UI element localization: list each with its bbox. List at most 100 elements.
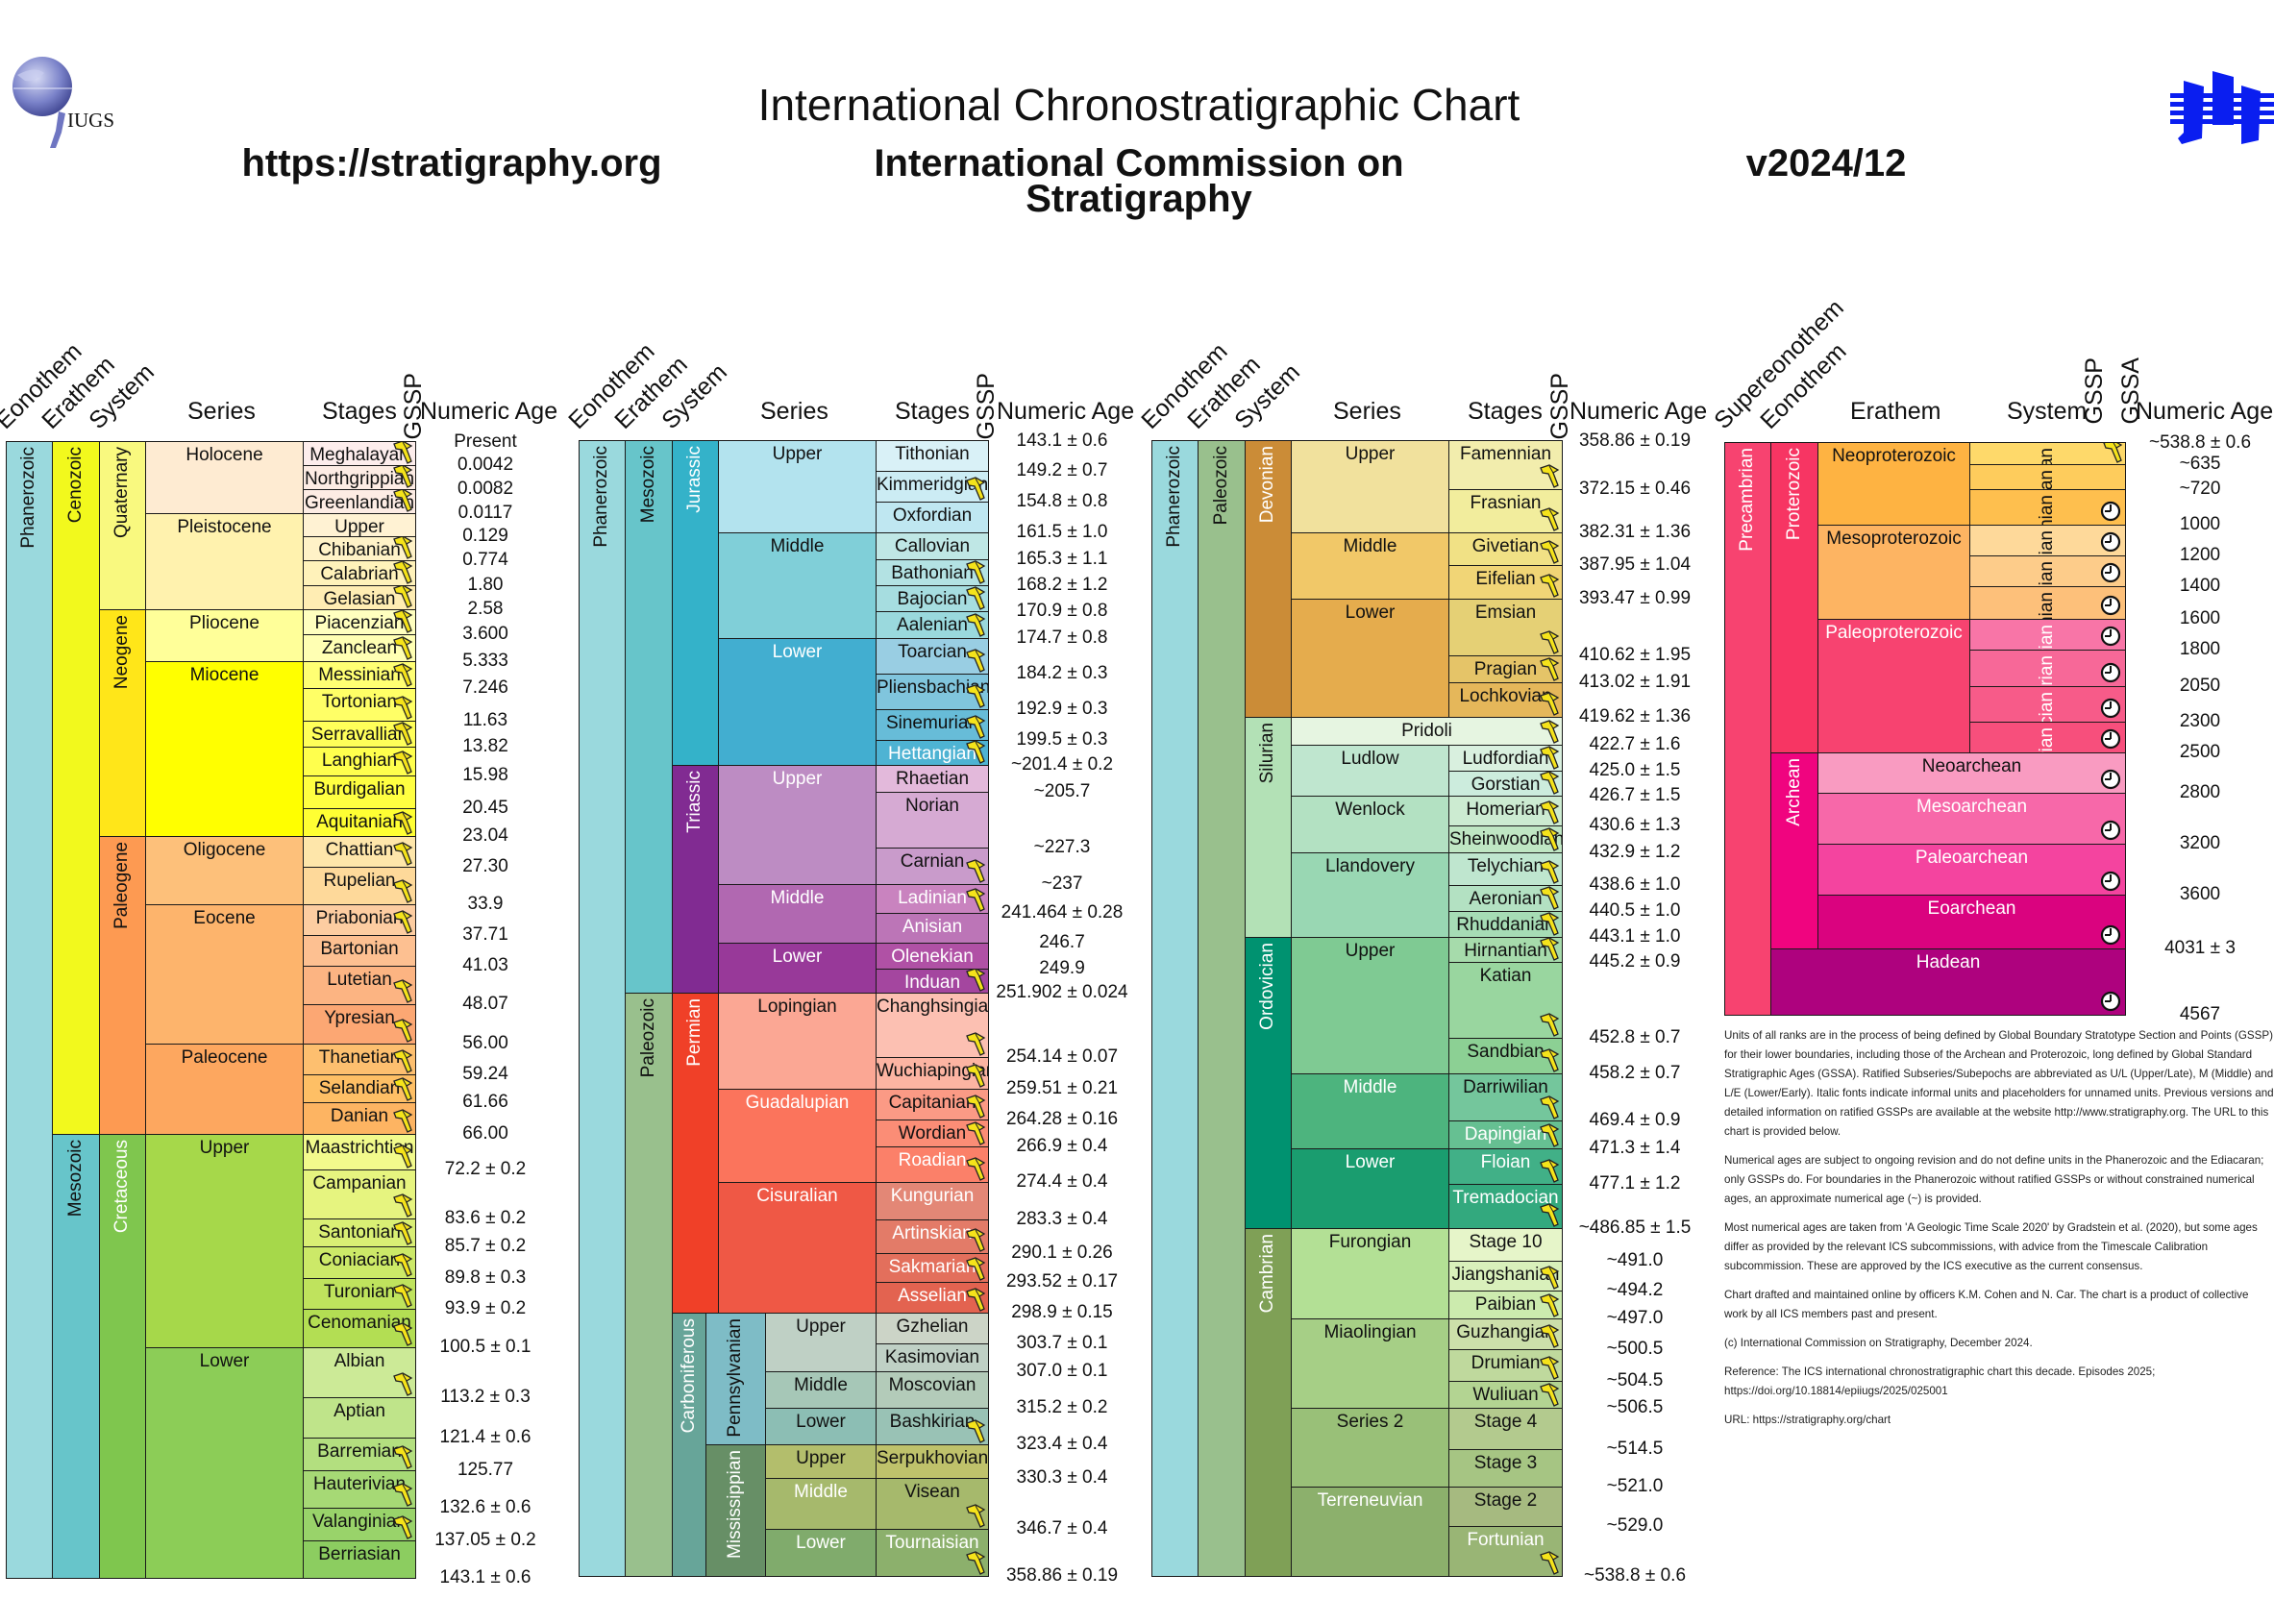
note-paragraph[interactable]: URL: https://stratigraphy.org/chart (1724, 1414, 1891, 1426)
stage-cell[interactable]: Olenekian (876, 943, 989, 970)
eon-cell[interactable]: Phanerozoic (1151, 440, 1199, 1577)
stage-cell[interactable]: Aquitanian (303, 808, 416, 837)
eon-cell[interactable]: Archean (1770, 752, 1818, 949)
stage-cell[interactable]: Tremadocian (1448, 1184, 1563, 1229)
stage-cell[interactable]: Albian (303, 1347, 416, 1398)
stage-cell[interactable]: Famennian (1448, 440, 1563, 490)
erathem-cell[interactable]: Mesoproterozoic (1817, 525, 1970, 620)
stage-cell[interactable]: Hauterivian (303, 1470, 416, 1509)
series-cell[interactable]: Upper (718, 765, 877, 885)
stage-cell[interactable]: Tournaisian (876, 1529, 989, 1577)
series-cell[interactable]: Pliocene (145, 609, 304, 662)
stage-cell[interactable]: Coniacian (303, 1246, 416, 1279)
stage-cell[interactable]: Bartonian (303, 935, 416, 967)
stage-cell[interactable]: Ladinian (876, 884, 989, 914)
stage-cell[interactable]: Sheinwoodian (1448, 825, 1563, 853)
series-cell[interactable]: Middle (718, 532, 877, 639)
stage-cell[interactable]: Serravallian (303, 721, 416, 748)
stage-cell[interactable]: Asselian (876, 1282, 989, 1314)
stage-cell[interactable]: Carnian (876, 848, 989, 885)
erathem-cell[interactable]: Paleoproterozoic (1817, 619, 1970, 753)
stage-cell[interactable]: Induan (876, 969, 989, 994)
stage-cell[interactable]: Darriwilian (1448, 1073, 1563, 1121)
series-cell[interactable]: Furongian (1291, 1228, 1449, 1319)
stage-cell[interactable]: Danian (303, 1102, 416, 1135)
stage-cell[interactable]: Chattian (303, 836, 416, 868)
system-cell[interactable]: Cryogenian (1969, 464, 2126, 490)
series-cell[interactable]: Series 2 (1291, 1408, 1449, 1488)
series-cell[interactable]: Cisuralian (718, 1182, 877, 1314)
series-cell[interactable]: Holocene (145, 441, 304, 514)
stage-cell[interactable]: Messinian (303, 661, 416, 689)
series-cell[interactable]: Middle (1291, 532, 1449, 600)
stage-cell[interactable]: Gelasian (303, 585, 416, 610)
stage-cell[interactable]: Hettangian (876, 740, 989, 766)
series-cell[interactable]: Oligocene (145, 836, 304, 905)
stage-cell[interactable]: Dapingian (1448, 1120, 1563, 1149)
stage-cell[interactable]: Ludfordian (1448, 745, 1563, 772)
system-cell[interactable]: Ordovician (1245, 937, 1292, 1229)
subsystem-cell[interactable]: Mississippian (705, 1444, 766, 1577)
stage-cell[interactable]: Homerian (1448, 796, 1563, 826)
stage-cell[interactable]: Sandbian (1448, 1038, 1563, 1074)
stage-cell[interactable]: Calabrian (303, 560, 416, 586)
series-cell[interactable]: Lower (145, 1347, 304, 1579)
system-cell[interactable]: Paleogene (99, 836, 146, 1135)
website-url[interactable]: https://stratigraphy.org (241, 142, 662, 185)
series-cell[interactable]: Upper (1291, 937, 1449, 1074)
eon-cell[interactable]: Proterozoic (1770, 442, 1818, 753)
series-cell[interactable]: Miocene (145, 661, 304, 837)
stage-cell[interactable]: Selandian (303, 1074, 416, 1103)
stage-cell[interactable]: Drumian (1448, 1349, 1563, 1382)
system-cell[interactable]: Cretaceous (99, 1134, 146, 1579)
series-cell[interactable]: Pridoli (1291, 717, 1563, 746)
stage-cell[interactable]: Campanian (303, 1169, 416, 1219)
stage-cell[interactable]: Tithonian (876, 440, 989, 472)
system-cell[interactable]: Jurassic (672, 440, 719, 766)
stage-cell[interactable]: Zanclean (303, 634, 416, 662)
stage-cell[interactable]: Priabonian (303, 904, 416, 936)
stage-cell[interactable]: Gorstian (1448, 771, 1563, 797)
system-cell[interactable]: Cambrian (1245, 1228, 1292, 1577)
stage-cell[interactable]: Callovian (876, 532, 989, 560)
system-cell[interactable]: Devonian (1245, 440, 1292, 718)
stage-cell[interactable]: Upper (303, 513, 416, 537)
stage-cell[interactable]: Paibian (1448, 1291, 1563, 1319)
stage-cell[interactable]: Langhian (303, 747, 416, 776)
stage-cell[interactable]: Norian (876, 792, 989, 849)
stage-cell[interactable]: Toarcian (876, 638, 989, 675)
stage-cell[interactable]: Roadian (876, 1146, 989, 1183)
series-cell[interactable]: Miaolingian (1291, 1318, 1449, 1409)
system-cell[interactable]: Rhyacian (1969, 686, 2126, 723)
supereon-cell[interactable]: Precambrian (1724, 442, 1771, 1016)
stage-cell[interactable]: Valanginian (303, 1508, 416, 1541)
stage-cell[interactable]: Stage 10 (1448, 1228, 1563, 1262)
stage-cell[interactable]: Northgrippian (303, 465, 416, 490)
stage-cell[interactable]: Rhaetian (876, 765, 989, 793)
stage-cell[interactable]: Kimmeridgian (876, 471, 989, 503)
stage-cell[interactable]: Kungurian (876, 1182, 989, 1220)
series-cell[interactable]: Upper (765, 1313, 877, 1372)
stage-cell[interactable]: Changhsingian (876, 993, 989, 1058)
system-cell[interactable]: Ectasian (1969, 555, 2126, 587)
series-cell[interactable]: Lower (765, 1529, 877, 1577)
erathem-cell[interactable]: Mesoarchean (1817, 793, 2126, 845)
series-cell[interactable]: Lower (765, 1408, 877, 1445)
stage-cell[interactable]: Chibanian (303, 536, 416, 561)
system-cell[interactable]: Stenian (1969, 525, 2126, 556)
stage-cell[interactable]: Capitanian (876, 1089, 989, 1120)
erathem-cell[interactable]: Neoproterozoic (1817, 442, 1970, 526)
stage-cell[interactable]: Bathonian (876, 559, 989, 586)
stage-cell[interactable]: Sakmarian (876, 1253, 989, 1283)
stage-cell[interactable]: Santonian (303, 1218, 416, 1247)
stage-cell[interactable]: Bashkirian (876, 1408, 989, 1445)
series-cell[interactable]: Lower (718, 943, 877, 994)
system-cell[interactable]: Triassic (672, 765, 719, 994)
series-cell[interactable]: Guadalupian (718, 1089, 877, 1183)
series-cell[interactable]: Wenlock (1291, 796, 1449, 853)
stage-cell[interactable]: Maastrichtian (303, 1134, 416, 1170)
system-cell[interactable]: Quaternary (99, 441, 146, 610)
system-cell[interactable]: Orosirian (1969, 650, 2126, 687)
erathem-cell[interactable]: Paleoarchean (1817, 844, 2126, 896)
system-cell[interactable]: Statherian (1969, 619, 2126, 651)
